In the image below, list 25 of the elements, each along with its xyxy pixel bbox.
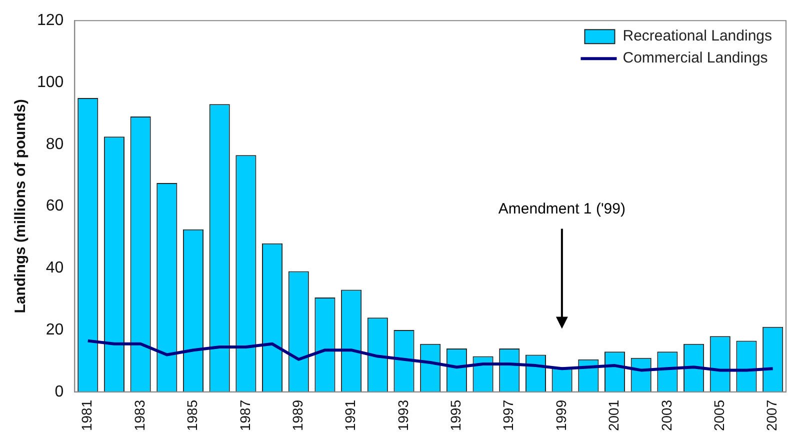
x-tick-label: 1985 (184, 400, 200, 432)
x-tick-label: 1991 (342, 400, 358, 432)
y-tick-label: 40 (46, 260, 64, 277)
annotation: Amendment 1 ('99) (498, 200, 626, 218)
x-tick-label: 1987 (236, 400, 253, 432)
x-tick-label: 2001 (606, 400, 622, 432)
x-tick-label: 2005 (711, 400, 727, 432)
x-tick-label: 1997 (500, 400, 516, 432)
x-tick-label: 1993 (394, 400, 411, 432)
legend-label: Recreational Landings (622, 28, 772, 45)
y-tick-label: 20 (46, 321, 64, 338)
x-tick-label: 1981 (78, 400, 95, 432)
x-tick-label: 1989 (289, 400, 306, 432)
legend-label: Commercial Landings (622, 50, 768, 67)
y-tick-label: 80 (46, 136, 64, 153)
y-axis-title: Landings (millions of pounds) (12, 99, 30, 314)
y-tick-label: 120 (36, 12, 64, 30)
y-tick-label: 60 (46, 198, 64, 215)
x-tick-label: 2007 (764, 400, 780, 432)
x-tick-label: 2003 (658, 400, 674, 432)
x-tick-label: 1995 (448, 400, 464, 432)
y-tick-label: 0 (54, 383, 64, 400)
x-tick-label: 1983 (131, 400, 148, 432)
y-tick-label: 100 (36, 74, 64, 91)
x-tick-label: 1999 (552, 400, 569, 432)
